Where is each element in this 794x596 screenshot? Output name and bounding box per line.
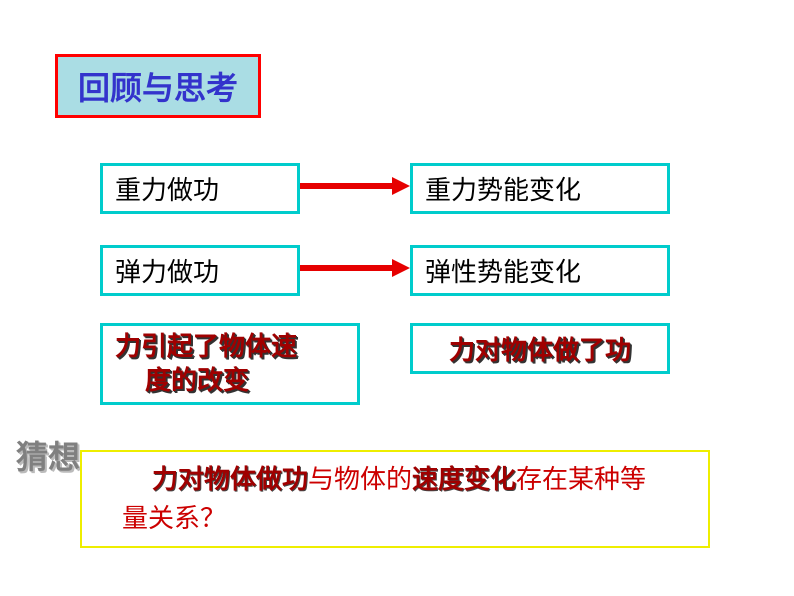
- text-elastic-work: 弹力做功: [115, 257, 219, 287]
- box-force-velocity: 力引起了物体速度的改变: [100, 323, 360, 405]
- box-elastic-pe: 弹性势能变化: [410, 245, 670, 296]
- text-force-velocity-l2: 度的改变: [115, 365, 249, 395]
- arrow-gravity: [300, 166, 410, 206]
- conclusion-part: 存在某种等: [516, 464, 646, 494]
- conclusion-part: 力对物体做功: [152, 464, 308, 494]
- guess-label: 猜想: [16, 432, 80, 478]
- conclusion-part: 速度变化: [412, 464, 516, 494]
- title-review-thinking: 回顾与思考: [55, 54, 261, 118]
- arrow-elastic: [300, 248, 410, 288]
- title-text: 回顾与思考: [78, 70, 238, 106]
- box-elastic-work: 弹力做功: [100, 245, 300, 296]
- conclusion-part: 与物体的: [308, 464, 412, 494]
- text-gravity-work: 重力做功: [115, 175, 219, 205]
- conclusion-box: 力对物体做功与物体的速度变化存在某种等量关系？: [80, 450, 710, 548]
- text-force-work: 力对物体做了功: [449, 335, 631, 365]
- text-force-velocity-l1: 力引起了物体速: [115, 331, 297, 361]
- box-gravity-pe: 重力势能变化: [410, 163, 670, 214]
- text-elastic-pe: 弹性势能变化: [425, 257, 581, 287]
- conclusion-part: 量关系？: [122, 503, 226, 533]
- box-gravity-work: 重力做功: [100, 163, 300, 214]
- text-gravity-pe: 重力势能变化: [425, 175, 581, 205]
- box-force-work: 力对物体做了功: [410, 323, 670, 374]
- guess-text: 猜想: [16, 439, 80, 475]
